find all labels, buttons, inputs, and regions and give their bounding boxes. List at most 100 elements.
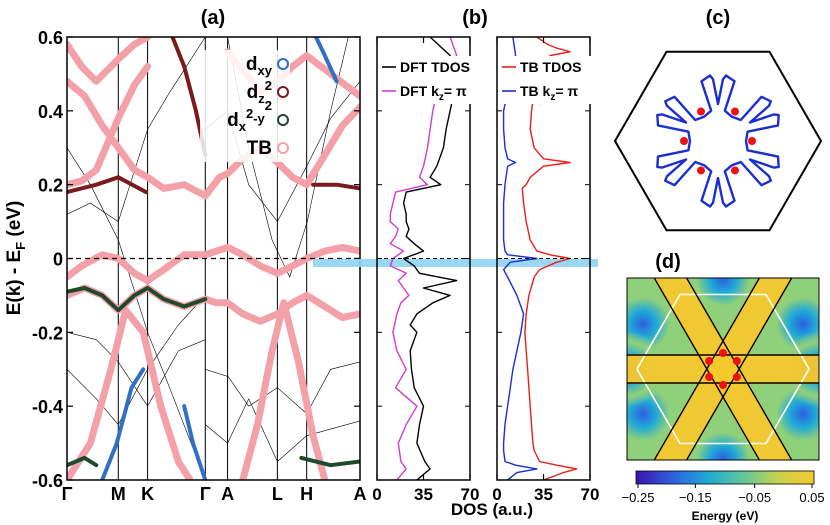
dos-curve [402, 37, 458, 480]
legend-base: d [227, 110, 239, 131]
brillouin-zone-hexagon [613, 50, 823, 232]
nodal-point [732, 357, 741, 365]
y-tick-label: 0.4 [38, 102, 63, 122]
fermi-contour-panel [613, 50, 823, 232]
y-axis-label-unit: (eV) [4, 201, 25, 242]
dxy-band [100, 367, 146, 480]
dirac-point [697, 107, 705, 116]
k-point-label: Γ [200, 484, 211, 504]
dos-x-tick-label: 35 [534, 485, 553, 504]
y-tick-label: -0.6 [32, 471, 63, 491]
nodal-point [719, 381, 727, 389]
dos-x-tick-label: 0 [372, 485, 381, 504]
dft-band-line [67, 147, 206, 480]
legend-sub: z [258, 91, 265, 106]
tb-band [67, 63, 152, 189]
nodal-point [719, 349, 727, 357]
dos-legend-label: DFT kz= π [400, 83, 467, 103]
dirac-point [731, 166, 739, 175]
dos-legend-sub: z [439, 92, 444, 103]
legend-entry-label: TB [247, 138, 272, 159]
k-point-label: Γ [62, 484, 73, 504]
y-tick-label: 0.2 [38, 176, 63, 196]
legend-sub: -y [253, 111, 265, 126]
legend-base: d [247, 82, 259, 103]
tb-band [67, 37, 152, 85]
legend-sub: x [239, 119, 247, 134]
dft-band-line [67, 37, 206, 223]
tb-band [67, 306, 194, 480]
colorbar-label: Energy (eV) [692, 509, 759, 523]
dos-x-tick-label: 70 [581, 485, 600, 504]
dxy-band [314, 37, 339, 84]
k-point-label: A [221, 484, 234, 504]
y-axis-label: E(k) - EF (eV) [4, 201, 28, 316]
legend-marker [277, 86, 289, 98]
dos-legend-eq: = π [444, 83, 467, 99]
legend-entry-label: dx2-y2 [227, 98, 272, 134]
y-axis-ticks: -0.6 -0.4 -0.2 0 0.2 0.4 0.6 [32, 28, 360, 491]
nodal-points [705, 349, 741, 389]
legend-base: d [246, 54, 258, 75]
k-point-label: L [272, 484, 283, 504]
panel-label-c: (c) [706, 7, 730, 29]
dos-legend-label: DFT TDOS [400, 59, 470, 75]
dos-x-tick-label: 70 [461, 485, 480, 504]
dos-legend-label: TB TDOS [520, 59, 581, 75]
colorbar-tick-label: −0.25 [622, 490, 655, 505]
panel-label-a: (a) [201, 7, 225, 29]
dx2y2-band [67, 455, 99, 468]
dirac-point [731, 107, 739, 116]
dft-band-line [205, 361, 360, 415]
dft-dos-curves [377, 37, 470, 480]
energy-ridges [627, 278, 819, 460]
k-point-label: K [141, 484, 154, 504]
dz2-band [311, 182, 360, 191]
dos-legend-text: TB TDOS [520, 59, 581, 75]
y-tick-label: 0.6 [38, 28, 63, 48]
nodal-point [732, 373, 741, 381]
legend-entry-label: dz2 [247, 78, 272, 106]
tb-band [67, 251, 209, 285]
tb-band [201, 103, 360, 200]
dirac-point [697, 166, 705, 175]
dos-legend-eq: = π [555, 83, 578, 99]
legend-sup: 2 [265, 98, 272, 113]
y-tick-label: -0.2 [32, 323, 63, 343]
panel-label-b: (b) [462, 7, 488, 29]
legend-sup: 2 [246, 106, 253, 121]
dirac-point [748, 137, 756, 145]
dft-band-line [67, 332, 206, 407]
energy-map-panel: −0.25 −0.15 −0.05 0.05 Energy (eV) [622, 277, 825, 523]
colorbar-tick-label: 0.05 [799, 490, 824, 505]
y-tick-label: -0.4 [32, 397, 63, 417]
legend-background [200, 50, 290, 162]
nodal-point [705, 357, 714, 365]
dos-legend-text: TB k [520, 83, 551, 99]
legend-sup: 2 [265, 78, 272, 93]
dos-x-tick-label: 35 [414, 485, 433, 504]
tb-band [201, 291, 360, 325]
legend-marker [277, 58, 289, 70]
legend-marker [277, 142, 289, 154]
tb-band [239, 299, 329, 480]
fermi-level-highlight [313, 259, 598, 267]
colorbar-ticks: −0.25 −0.15 −0.05 0.05 [622, 484, 825, 505]
k-point-label: H [300, 484, 313, 504]
k-point-label: M [111, 484, 126, 504]
dz2-band [67, 175, 149, 195]
brillouin-zone-outline [636, 293, 810, 445]
legend-sub: xy [258, 63, 273, 78]
nodal-line-contour [656, 74, 780, 208]
dos-ticks: 0 35 70 0 35 70 [372, 36, 600, 504]
legend-base: TB [247, 138, 272, 159]
y-axis-label-sub: F [13, 242, 28, 250]
tb-band [67, 77, 209, 200]
dos-legend-sub: z [550, 92, 555, 103]
